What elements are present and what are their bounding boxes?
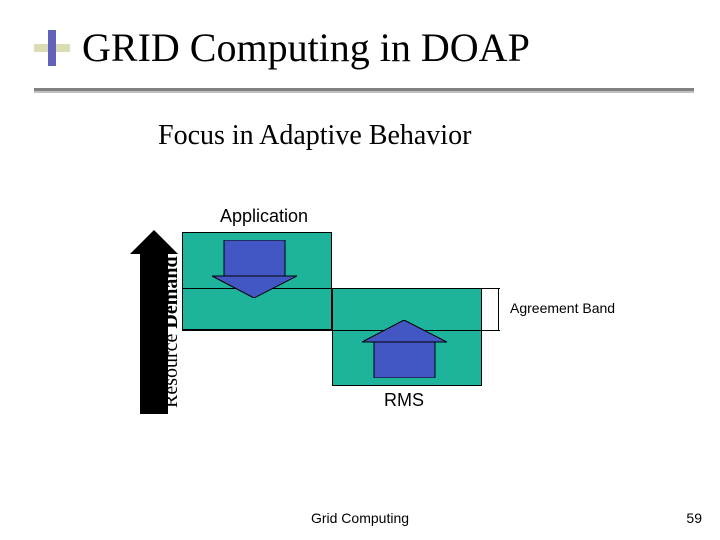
footer-center: Grid Computing <box>0 510 720 526</box>
blue-arrow-down-icon <box>212 240 297 298</box>
y-axis-label-a: Resource <box>160 329 182 408</box>
subtitle: Focus in Adaptive Behavior <box>158 120 471 152</box>
title-area: GRID Computing in DOAP <box>34 24 684 100</box>
band-bracket <box>498 288 499 330</box>
page-title: GRID Computing in DOAP <box>82 24 530 71</box>
band-label: Agreement Band <box>510 300 615 316</box>
footer-page-number: 59 <box>686 510 702 526</box>
diagram: Resource Demand Application Agreement Ba… <box>100 200 660 440</box>
application-label: Application <box>220 206 308 227</box>
rms-label: RMS <box>384 390 424 411</box>
y-axis-label-b: Demand <box>160 256 182 328</box>
bullet-icon <box>34 30 70 66</box>
blue-arrow-up-icon <box>362 320 447 378</box>
title-underline-shadow <box>34 91 694 93</box>
band-line-bottom <box>182 330 500 331</box>
y-axis-label: Resource Demand <box>160 256 183 408</box>
